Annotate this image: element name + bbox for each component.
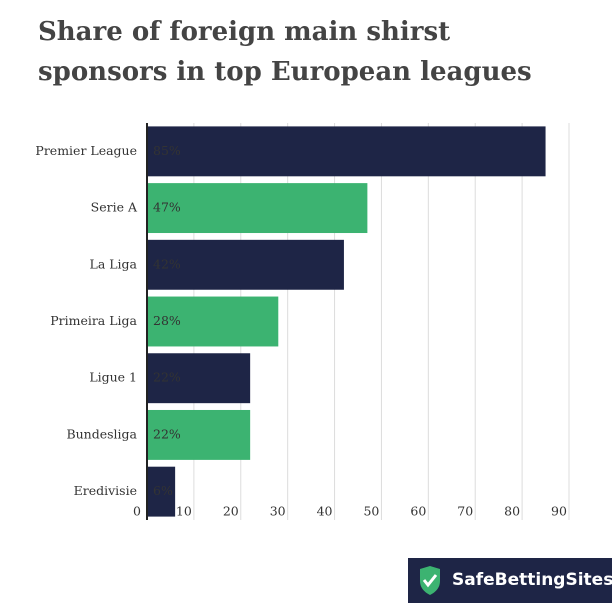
bar: [147, 183, 368, 234]
y-tick-label: Primeira Liga: [50, 313, 137, 328]
y-tick-label: La Liga: [90, 256, 138, 271]
bar: [147, 353, 251, 404]
value-label: 85%: [153, 143, 181, 158]
y-tick-label: Premier League: [35, 143, 137, 158]
bar: [147, 126, 546, 177]
x-tick-label: 10: [176, 504, 192, 519]
x-tick-label: 60: [410, 504, 426, 519]
value-label: 22%: [153, 370, 181, 385]
brand-name: SafeBettingSites: [452, 570, 612, 590]
value-label: 47%: [153, 200, 181, 215]
x-tick-label: 90: [551, 504, 567, 519]
bar: [147, 409, 251, 460]
x-tick-label: 50: [363, 504, 379, 519]
bar: [147, 466, 176, 517]
x-tick-label: 70: [457, 504, 473, 519]
chart: 0 10 20 30 40 50 60 70 80 90 Premier League 85% Seri…: [35, 123, 570, 520]
value-label: 28%: [153, 313, 181, 328]
x-tick-label: 40: [317, 504, 333, 519]
y-tick-label: Bundesliga: [66, 426, 137, 441]
bar: [147, 239, 344, 290]
x-tick-label: 20: [223, 504, 239, 519]
y-tick-label: Serie A: [91, 200, 138, 215]
value-label: 22%: [153, 426, 181, 441]
y-tick-label: Ligue 1: [89, 370, 137, 385]
chart-title: Share of foreign main shirst sponsors in…: [38, 17, 532, 87]
x-tick-label: 30: [270, 504, 286, 519]
x-tick-label: 0: [133, 504, 141, 519]
value-label: 42%: [153, 256, 181, 271]
y-tick-label: Eredivisie: [74, 483, 137, 498]
x-tick-label: 80: [504, 504, 520, 519]
brand-badge: SafeBettingSites: [408, 558, 612, 603]
value-label: 6%: [153, 483, 173, 498]
brand-icon: [420, 566, 440, 595]
bar: [147, 296, 279, 347]
